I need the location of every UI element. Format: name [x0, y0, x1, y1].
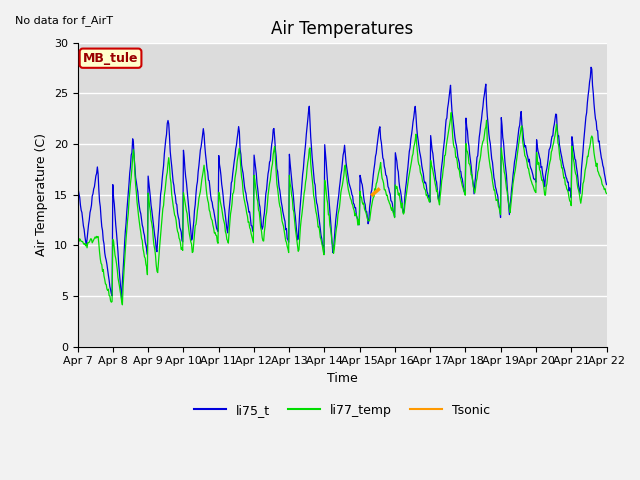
- Y-axis label: Air Temperature (C): Air Temperature (C): [35, 133, 48, 256]
- Tsonic: [374, 187, 382, 192]
- li75_t: [83, 236, 91, 242]
- Text: No data for f_AirT: No data for f_AirT: [15, 15, 113, 26]
- Tsonic: [369, 192, 376, 198]
- li75_t: [138, 222, 146, 228]
- Tsonic: [374, 187, 381, 193]
- li77_temp: [603, 191, 611, 196]
- Line: Tsonic: Tsonic: [372, 190, 378, 195]
- Tsonic: [373, 188, 381, 194]
- Title: Air Temperatures: Air Temperatures: [271, 20, 413, 38]
- Tsonic: [369, 191, 377, 197]
- Tsonic: [372, 189, 380, 194]
- li75_t: [118, 297, 125, 302]
- Tsonic: [372, 189, 380, 195]
- li75_t: [588, 64, 595, 70]
- li75_t: [74, 181, 81, 187]
- Line: li75_t: li75_t: [77, 67, 607, 300]
- Line: li77_temp: li77_temp: [77, 112, 607, 305]
- Tsonic: [370, 191, 378, 196]
- Tsonic: [371, 190, 379, 196]
- li77_temp: [138, 238, 146, 243]
- li75_t: [422, 182, 430, 188]
- li77_temp: [407, 162, 415, 168]
- li75_t: [220, 202, 228, 208]
- Legend: li75_t, li77_temp, Tsonic: li75_t, li77_temp, Tsonic: [189, 398, 495, 421]
- li75_t: [407, 136, 415, 142]
- li77_temp: [220, 218, 228, 224]
- li77_temp: [192, 221, 200, 227]
- li75_t: [192, 191, 200, 197]
- li77_temp: [83, 245, 91, 251]
- li77_temp: [447, 109, 455, 115]
- Text: MB_tule: MB_tule: [83, 52, 138, 65]
- li77_temp: [74, 235, 81, 240]
- li77_temp: [422, 192, 430, 198]
- li75_t: [603, 182, 611, 188]
- li77_temp: [118, 302, 126, 308]
- X-axis label: Time: Time: [326, 372, 357, 385]
